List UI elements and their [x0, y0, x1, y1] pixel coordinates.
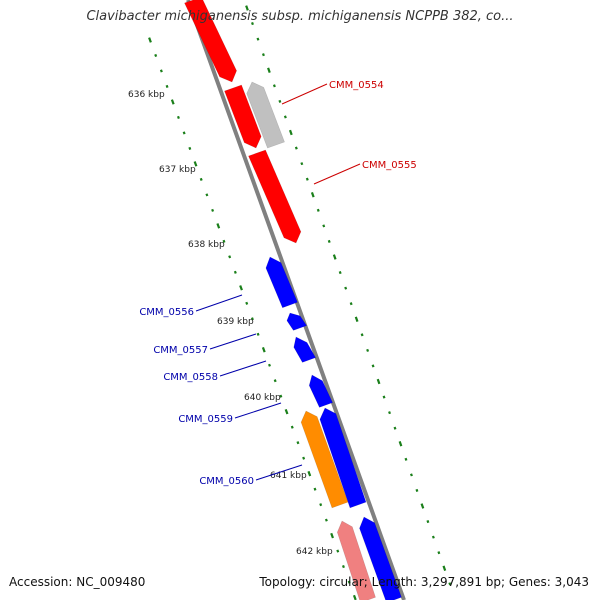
tick-mark [384, 396, 385, 398]
tick-mark [189, 147, 190, 149]
gene-label[interactable]: CMM_0555 [362, 160, 417, 171]
tick-mark [411, 474, 412, 476]
tick-mark [400, 441, 402, 446]
gene-label[interactable]: CMM_0557 [153, 345, 208, 356]
tick-mark [331, 533, 333, 538]
tick-mark [362, 334, 363, 336]
tick-mark [318, 209, 319, 211]
tick-mark [296, 147, 297, 149]
gene-label[interactable]: CMM_0554 [329, 80, 384, 91]
tick-mark [406, 458, 407, 460]
tick-mark [389, 411, 390, 413]
tick-mark [315, 488, 316, 490]
tick-mark [329, 240, 330, 242]
tick-mark [155, 54, 156, 56]
gene-label[interactable]: CMM_0559 [178, 414, 233, 425]
tick-mark [340, 271, 341, 273]
accession-label: Accession: NC_009480 [9, 575, 145, 589]
tick-mark [351, 303, 352, 305]
gene-label[interactable]: CMM_0558 [163, 372, 218, 383]
tick-mark [235, 271, 236, 273]
tick-mark [167, 85, 168, 87]
tick-mark [275, 380, 276, 382]
tick-mark [263, 54, 264, 56]
gene-label-leader [314, 164, 360, 184]
tick-mark [240, 285, 242, 290]
tick-mark [307, 178, 308, 180]
genome-map-canvas: 636 kbp 637 kbp 638 kbp 639 kbp 640 kbp 641 k… [0, 0, 600, 600]
tick-mark [258, 38, 259, 40]
coordinate-label: 642 kbp [296, 547, 333, 557]
tick-mark [178, 116, 179, 118]
gene-label-leader [196, 295, 242, 311]
tick-mark [395, 427, 396, 429]
tick-mark [438, 552, 439, 554]
tick-mark [229, 256, 230, 258]
tick-mark [258, 333, 259, 335]
tick-mark [417, 489, 418, 491]
tick-mark [354, 595, 356, 600]
gene-label-leader [235, 403, 281, 418]
tick-mark [367, 349, 368, 351]
tick-mark [149, 38, 151, 43]
tick-mark [326, 519, 327, 521]
tick-mark [279, 100, 280, 102]
tick-mark [343, 565, 344, 567]
tick-mark [269, 364, 270, 366]
tick-mark [201, 178, 202, 180]
genome-map: 636 kbp 637 kbp 638 kbp 639 kbp 640 kbp 641 k… [0, 0, 600, 600]
genome-summary: Topology: circular; Length: 3,297,891 bp… [259, 575, 589, 589]
tick-mark [290, 130, 292, 135]
tick-mark [217, 224, 219, 229]
tick-mark [274, 85, 275, 87]
coordinate-label: 638 kbp [188, 240, 225, 250]
tick-mark [246, 302, 247, 304]
tick-mark [444, 566, 446, 571]
tick-mark [337, 550, 338, 552]
tick-mark [320, 503, 321, 505]
coordinate-label: 636 kbp [128, 90, 165, 100]
tick-mark [286, 409, 288, 414]
gene-feature-cmm-0555[interactable] [249, 150, 301, 243]
tick-mark [184, 132, 185, 134]
tick-mark [268, 68, 270, 73]
tick-mark [172, 100, 174, 105]
gene-label[interactable]: CMM_0556 [139, 307, 194, 318]
tick-mark [301, 162, 302, 164]
tick-mark [433, 536, 434, 538]
coordinate-label: 637 kbp [159, 165, 196, 175]
tick-mark [356, 317, 358, 322]
gene-label-leader [220, 361, 266, 376]
tick-mark [422, 504, 424, 509]
tick-mark [292, 426, 293, 428]
coordinate-label: 639 kbp [217, 317, 254, 327]
tick-mark [263, 347, 265, 352]
tick-mark [298, 442, 299, 444]
gene-label-leader [210, 334, 256, 349]
coordinate-label: 640 kbp [244, 393, 281, 403]
tick-mark [427, 520, 428, 522]
tick-mark [312, 192, 314, 197]
tick-mark [206, 194, 207, 196]
tick-mark [303, 457, 304, 459]
tick-mark [378, 379, 380, 384]
tick-mark [373, 365, 374, 367]
tick-mark [323, 225, 324, 227]
tick-mark [308, 471, 310, 476]
tick-mark [334, 255, 336, 260]
gene-feature-cmm-0556[interactable] [266, 257, 298, 308]
gene-label[interactable]: CMM_0560 [199, 476, 254, 487]
tick-mark [345, 287, 346, 289]
tick-mark [212, 209, 213, 211]
gene-label-leader [282, 84, 327, 104]
tick-mark [161, 70, 162, 72]
tick-mark [285, 116, 286, 118]
coordinate-label: 641 kbp [270, 471, 307, 481]
map-title: Clavibacter michiganensis subsp. michiga… [0, 9, 600, 24]
